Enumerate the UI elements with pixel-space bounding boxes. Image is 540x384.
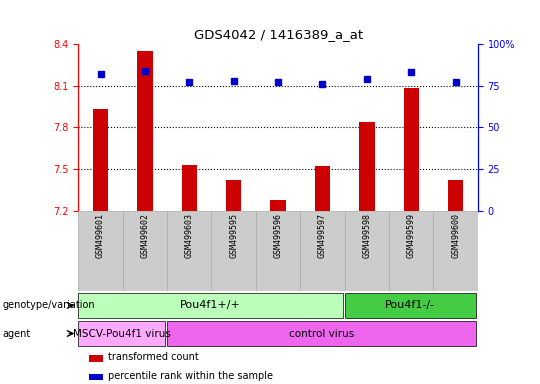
Bar xyxy=(226,180,241,211)
Title: GDS4042 / 1416389_a_at: GDS4042 / 1416389_a_at xyxy=(193,28,363,41)
Bar xyxy=(434,211,478,291)
Bar xyxy=(212,211,256,291)
Text: GSM499602: GSM499602 xyxy=(140,213,150,258)
Bar xyxy=(137,51,153,211)
Text: Pou4f1-/-: Pou4f1-/- xyxy=(385,300,435,311)
Bar xyxy=(78,321,165,346)
Bar xyxy=(403,88,419,211)
Text: GSM499595: GSM499595 xyxy=(229,213,238,258)
Bar xyxy=(359,122,375,211)
Text: percentile rank within the sample: percentile rank within the sample xyxy=(108,371,273,381)
Text: GSM499597: GSM499597 xyxy=(318,213,327,258)
Bar xyxy=(345,211,389,291)
Bar xyxy=(389,211,434,291)
Bar xyxy=(123,211,167,291)
Bar xyxy=(256,211,300,291)
Text: agent: agent xyxy=(3,328,31,339)
Text: GSM499599: GSM499599 xyxy=(407,213,416,258)
Text: GSM499596: GSM499596 xyxy=(274,213,282,258)
Text: genotype/variation: genotype/variation xyxy=(3,300,96,311)
Bar xyxy=(271,200,286,211)
Text: GSM499598: GSM499598 xyxy=(362,213,372,258)
Bar xyxy=(448,180,463,211)
Bar xyxy=(78,293,342,318)
Bar xyxy=(89,374,103,380)
Bar xyxy=(89,355,103,362)
Text: transformed count: transformed count xyxy=(108,353,199,362)
Bar xyxy=(300,211,345,291)
Bar xyxy=(315,166,330,211)
Bar xyxy=(78,211,123,291)
Text: GSM499600: GSM499600 xyxy=(451,213,460,258)
Text: MSCV-Pou4f1 virus: MSCV-Pou4f1 virus xyxy=(73,328,171,339)
Text: GSM499603: GSM499603 xyxy=(185,213,194,258)
Bar xyxy=(345,293,476,318)
Text: GSM499601: GSM499601 xyxy=(96,213,105,258)
Text: control virus: control virus xyxy=(289,328,354,339)
Text: Pou4f1+/+: Pou4f1+/+ xyxy=(180,300,241,311)
Bar xyxy=(167,211,212,291)
Bar xyxy=(181,165,197,211)
Bar xyxy=(93,109,108,211)
Bar xyxy=(167,321,476,346)
